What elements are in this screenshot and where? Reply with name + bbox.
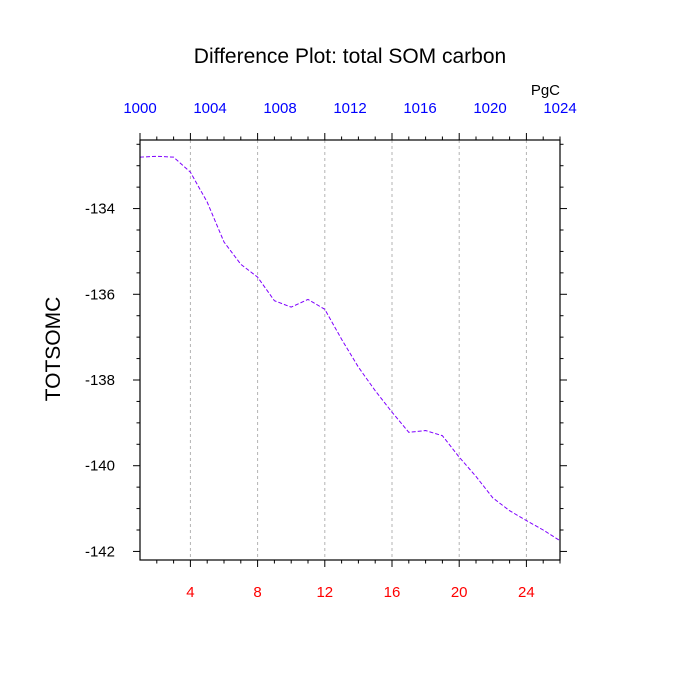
top-tick-label: 1016 [403,100,436,117]
chart-title: Difference Plot: total SOM carbon [194,45,506,68]
y-tick-label: -134 [85,201,115,218]
top-tick-label: 1024 [543,100,576,117]
x-tick-label: 16 [384,584,401,601]
x-tick-label: 12 [316,584,333,601]
top-tick-label: 1000 [123,100,156,117]
series-line [139,155,561,542]
grid-lines [189,140,527,560]
top-tick-label: 1020 [473,100,506,117]
y-tick-label: -140 [85,458,115,475]
series-layer [139,155,561,542]
top-tick-label: 1008 [263,100,296,117]
y-axis-label: TOTSOMC [42,297,65,402]
y-tick-label: -138 [85,372,115,389]
top-tick-label: 1012 [333,100,366,117]
plot-area-frame [139,139,561,561]
x-tick-label: 4 [186,584,194,601]
x-tick-label: 24 [518,584,535,601]
top-tick-label: 1004 [193,100,226,117]
x-tick-label: 20 [451,584,468,601]
ticks-layer: 4 8 12 16 20 24 1000 1004 1008 1012 1016 1020 1024 -1… [85,100,577,601]
x-tick-label: 8 [253,584,261,601]
y-tick-label: -136 [85,286,115,303]
top-axis-unit: PgC [531,82,560,99]
y-tick-label: -142 [85,543,115,560]
